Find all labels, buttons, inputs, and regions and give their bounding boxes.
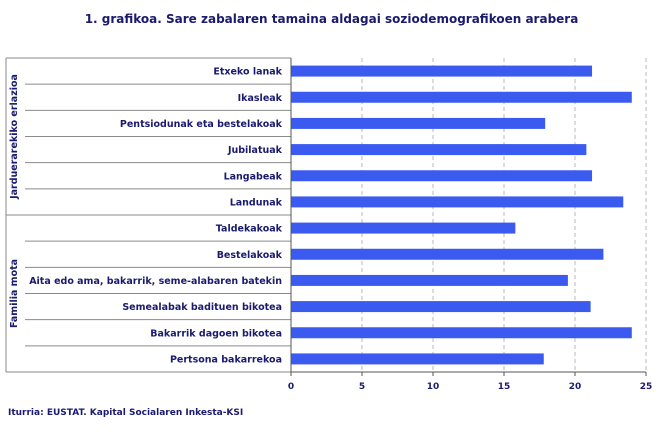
category-label: Taldekakoak (216, 224, 283, 235)
bar (291, 117, 546, 129)
category-label: Ikasleak (238, 93, 283, 104)
bar (291, 274, 568, 286)
x-tick-label: 0 (288, 382, 294, 392)
bar (291, 144, 587, 156)
bar (291, 248, 604, 260)
category-label: Etxeko lanak (213, 67, 282, 78)
category-label: Bestelakoak (217, 250, 283, 261)
chart-title: 1. grafikoa. Sare zabalaren tamaina alda… (84, 12, 579, 26)
x-tick-label: 5 (359, 382, 365, 392)
bar (291, 91, 632, 103)
category-label: Langabeak (224, 171, 283, 182)
bar (291, 301, 591, 313)
category-label: Jubilatuak (227, 145, 283, 156)
x-tick-label: 20 (569, 382, 582, 392)
category-label: Landunak (230, 197, 283, 208)
category-label: Semealabak badituen bikotea (122, 302, 282, 313)
group-label: Jarduerarekiko erlazioa (9, 74, 20, 200)
category-label: Bakarrik dagoen bikotea (150, 328, 282, 339)
category-label: Aita edo ama, bakarrik, seme-alabaren ba… (29, 276, 282, 287)
bar (291, 353, 544, 365)
bar (291, 196, 624, 208)
category-label: Pertsona bakarrekoa (170, 354, 282, 365)
bar (291, 170, 593, 182)
x-tick-label: 25 (640, 382, 653, 392)
group-label: Familia mota (9, 259, 20, 328)
plot-area (291, 58, 646, 372)
bar (291, 65, 593, 77)
x-tick-label: 10 (427, 382, 440, 392)
bar (291, 327, 632, 339)
category-label: Pentsiodunak eta bestelakoak (120, 119, 283, 130)
x-tick-label: 15 (498, 382, 511, 392)
source-note: Iturria: EUSTAT. Kapital Socialaren Inke… (8, 408, 244, 418)
bar (291, 222, 516, 234)
